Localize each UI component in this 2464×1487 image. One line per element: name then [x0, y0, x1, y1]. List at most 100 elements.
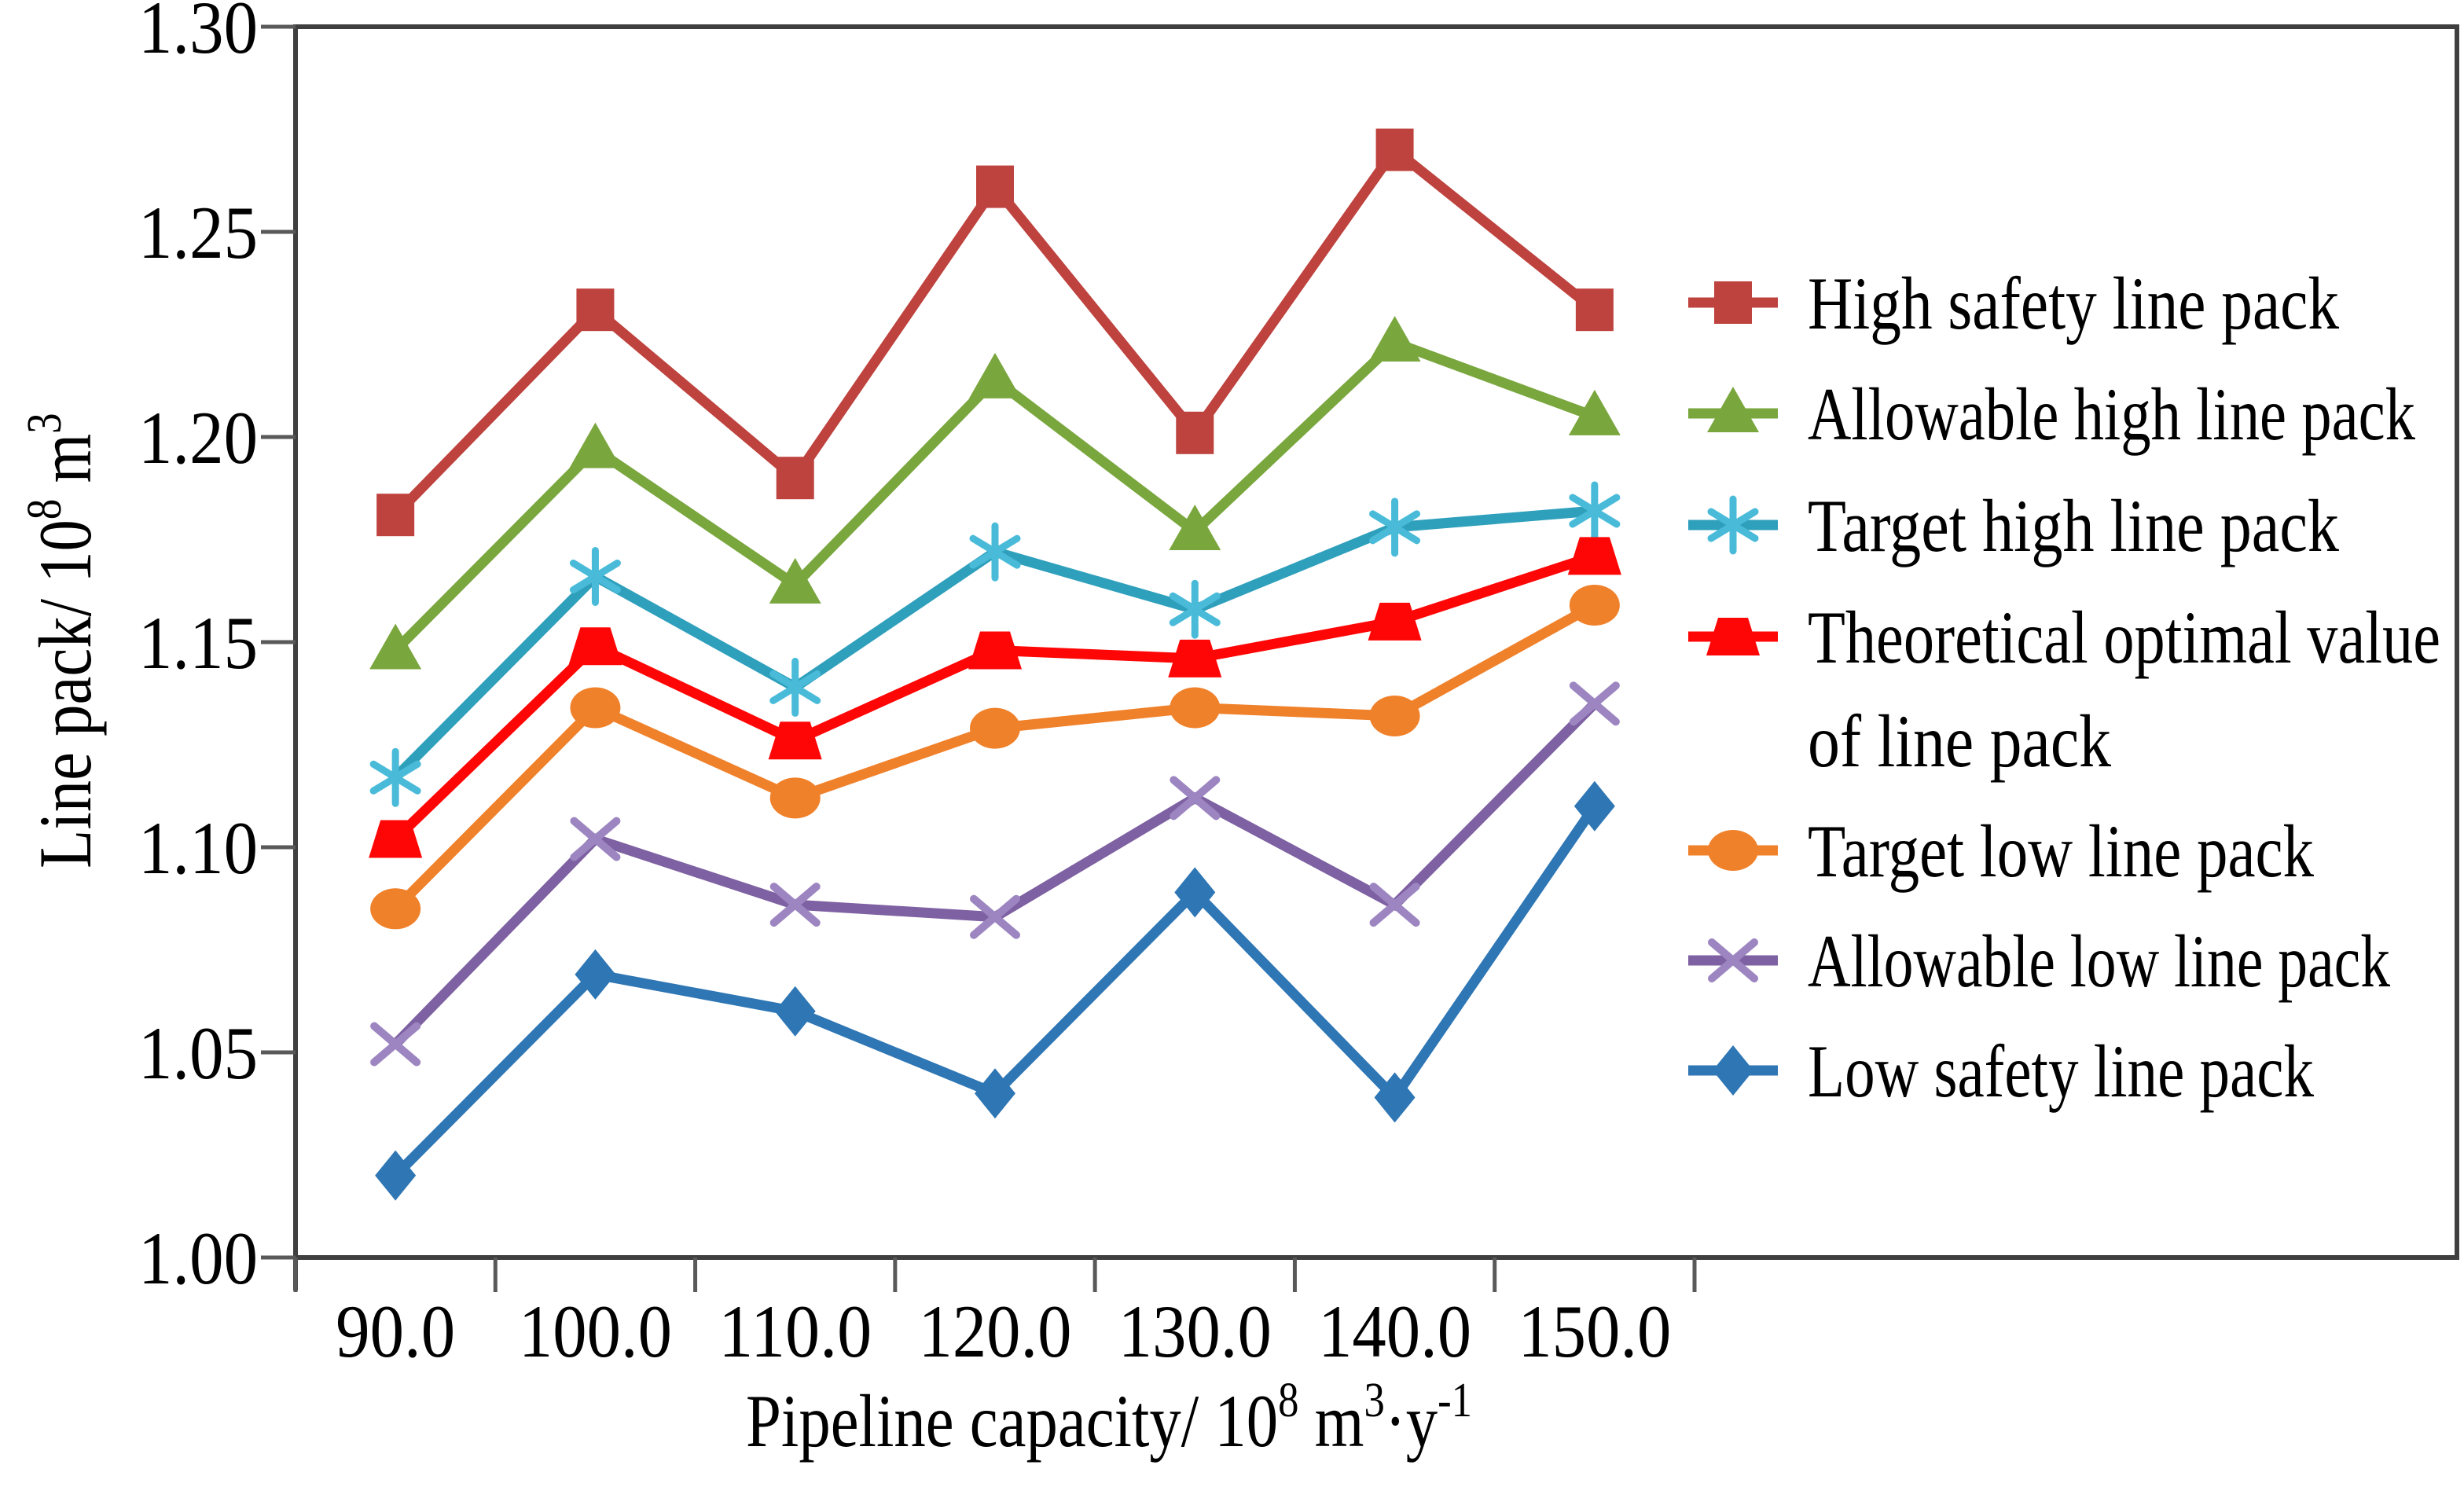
- marker-square: [376, 494, 415, 537]
- marker-asterisk: [969, 522, 1021, 582]
- marker-diamond: [1574, 780, 1615, 832]
- legend-item-target-low-line-pack: Target low line pack: [1688, 810, 2314, 893]
- marker-x-stroke: [370, 1022, 421, 1067]
- marker-asterisk: [769, 657, 821, 717]
- marker-trapezoid: [568, 627, 622, 666]
- x-axis-title-text: Pipeline capacity/ 108 m3·y-1: [746, 1374, 1472, 1463]
- marker-x-stroke: [1569, 681, 1620, 726]
- marker-circle: [1708, 830, 1758, 871]
- marker-triangle: [369, 623, 422, 670]
- marker-circle: [1569, 585, 1620, 626]
- y-tick-label: 1.15: [138, 601, 258, 685]
- series-target-low-line-pack: [370, 585, 1620, 930]
- marker-asterisk-spoke: [1569, 494, 1621, 528]
- legend: High safety line pack Allowable high line…: [1688, 262, 2440, 1113]
- x-axis: 90.0 100.0 110.0 120.0 130.0 140.0 150.0: [293, 1258, 1697, 1373]
- marker-triangle: [569, 422, 622, 468]
- marker-x-stroke: [1369, 883, 1420, 927]
- x-axis-title-part: -1: [1438, 1374, 1472, 1427]
- marker-trapezoid: [968, 631, 1022, 670]
- x-axis-title-part: m: [1298, 1380, 1364, 1463]
- marker-asterisk: [1369, 498, 1421, 557]
- marker-x: [1170, 776, 1221, 821]
- marker-asterisk: [1569, 481, 1621, 541]
- marker-diamond: [1713, 1045, 1753, 1096]
- marker-trapezoid: [369, 820, 423, 858]
- marker-circle: [970, 707, 1020, 749]
- y-axis-title-part: 3: [18, 413, 72, 433]
- y-axis-title-part: Line pack/ 10: [24, 520, 108, 868]
- series-low-safety-line-pack: [375, 780, 1615, 1201]
- x-axis-title-part: 3: [1364, 1374, 1384, 1427]
- marker-asterisk-spoke: [1369, 510, 1421, 545]
- legend-item-high-safety-line-pack: High safety line pack: [1688, 262, 2339, 345]
- marker-circle: [769, 777, 821, 819]
- x-tick-label: 110.0: [718, 1290, 872, 1373]
- marker-trapezoid: [1368, 602, 1422, 641]
- y-axis-title-text: Line pack/ 108 m3: [18, 413, 107, 868]
- marker-asterisk-spoke: [569, 559, 621, 593]
- marker-trapezoid: [1706, 618, 1760, 655]
- marker-triangle: [1368, 315, 1421, 362]
- y-axis-title-part: m: [24, 434, 108, 499]
- marker-x: [1708, 938, 1758, 982]
- legend-label: Target low line pack: [1808, 810, 2314, 893]
- legend-item-low-safety-line-pack: Low safety line pack: [1688, 1030, 2314, 1113]
- legend-label: Allowable low line pack: [1808, 920, 2390, 1003]
- marker-x-stroke: [1708, 938, 1758, 982]
- x-tick-label: 140.0: [1318, 1290, 1471, 1373]
- y-tick-label: 1.30: [138, 0, 258, 69]
- marker-asterisk-spoke: [1707, 508, 1759, 542]
- legend-label: Allowable high line pack: [1808, 373, 2415, 456]
- series-allowable-low-line-pack: [370, 681, 1620, 1067]
- x-axis-title-part: Pipeline capacity/ 10: [746, 1380, 1278, 1463]
- y-tick-label: 1.05: [138, 1012, 258, 1095]
- marker-x: [370, 1022, 421, 1067]
- marker-triangle: [1568, 389, 1621, 435]
- marker-x: [1369, 883, 1420, 927]
- marker-x-stroke: [570, 817, 621, 861]
- y-tick-label: 1.25: [138, 191, 258, 274]
- marker-asterisk-spoke: [769, 670, 821, 704]
- x-tick-label: 150.0: [1518, 1290, 1671, 1373]
- marker-x-stroke: [970, 894, 1020, 939]
- marker-square: [1176, 411, 1214, 454]
- marker-asterisk: [369, 747, 421, 807]
- marker-circle: [370, 888, 421, 930]
- marker-x-stroke: [769, 883, 821, 927]
- y-axis: 1.00 1.05 1.10 1.15 1.20 1.25 1.30: [138, 0, 296, 1300]
- marker-triangle: [1169, 505, 1221, 551]
- marker-x-stroke: [1170, 776, 1221, 821]
- marker-diamond: [575, 949, 616, 1000]
- marker-triangle: [969, 352, 1021, 398]
- marker-circle: [570, 687, 621, 729]
- marker-x: [1569, 681, 1620, 726]
- marker-asterisk: [1169, 579, 1221, 639]
- marker-x: [970, 894, 1020, 939]
- marker-asterisk-spoke: [369, 760, 421, 795]
- marker-x: [570, 817, 621, 861]
- marker-circle: [1170, 687, 1221, 729]
- legend-item-allowable-high-line-pack: Allowable high line pack: [1688, 373, 2415, 456]
- x-axis-title: Pipeline capacity/ 108 m3·y-1: [746, 1374, 1472, 1463]
- legend-item-allowable-low-line-pack: Allowable low line pack: [1688, 920, 2390, 1003]
- legend-label: Theoretical optimal value: [1808, 596, 2440, 679]
- y-axis-title-part: 8: [18, 499, 72, 520]
- y-axis-title: Line pack/ 108 m3: [18, 413, 107, 868]
- marker-trapezoid: [1168, 639, 1222, 677]
- y-tick-label: 1.10: [138, 806, 258, 890]
- marker-triangle: [1707, 387, 1759, 432]
- marker-square: [1714, 281, 1752, 324]
- legend-label: Low safety line pack: [1808, 1030, 2314, 1113]
- series-target-high-line-pack: [369, 481, 1621, 807]
- marker-trapezoid: [1567, 537, 1621, 575]
- marker-circle: [1369, 695, 1420, 736]
- marker-trapezoid: [768, 721, 822, 760]
- y-tick-label: 1.00: [138, 1217, 258, 1300]
- x-tick-label: 100.0: [519, 1290, 672, 1373]
- x-tick-label: 90.0: [336, 1290, 455, 1373]
- marker-square: [1575, 288, 1614, 332]
- x-axis-title-part: 8: [1278, 1374, 1298, 1427]
